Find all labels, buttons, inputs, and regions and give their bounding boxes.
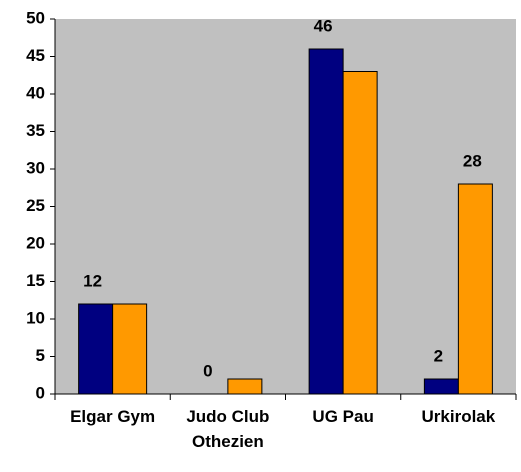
bar <box>308 48 344 395</box>
y-tick-label: 35 <box>26 121 45 140</box>
y-tick-label: 0 <box>36 383 45 402</box>
x-tick-label: UG Pau <box>312 407 374 426</box>
data-label: 2 <box>434 346 443 365</box>
y-tick-label: 30 <box>26 158 45 177</box>
y-tick-label: 20 <box>26 233 45 252</box>
y-tick-label: 10 <box>26 308 45 327</box>
y-tick-label: 5 <box>36 346 45 365</box>
y-tick-label: 15 <box>26 271 45 290</box>
data-label: 12 <box>83 271 102 290</box>
x-tick-label: Elgar Gym <box>70 407 156 426</box>
data-label: 0 <box>203 361 212 380</box>
y-tick-label: 25 <box>26 196 45 215</box>
x-tick-label: Judo Club Othezien <box>186 407 270 451</box>
data-label: 28 <box>463 151 482 170</box>
y-tick-label: 40 <box>26 83 45 102</box>
data-label: 46 <box>314 16 333 35</box>
y-tick-label: 50 <box>26 8 45 27</box>
bar <box>342 71 378 395</box>
bar <box>423 378 459 395</box>
bar <box>227 378 263 395</box>
y-tick-label: 45 <box>26 46 45 65</box>
bar <box>78 303 114 395</box>
bar <box>457 183 493 395</box>
x-tick-label: Urkirolak <box>421 407 496 426</box>
bar <box>112 303 148 395</box>
